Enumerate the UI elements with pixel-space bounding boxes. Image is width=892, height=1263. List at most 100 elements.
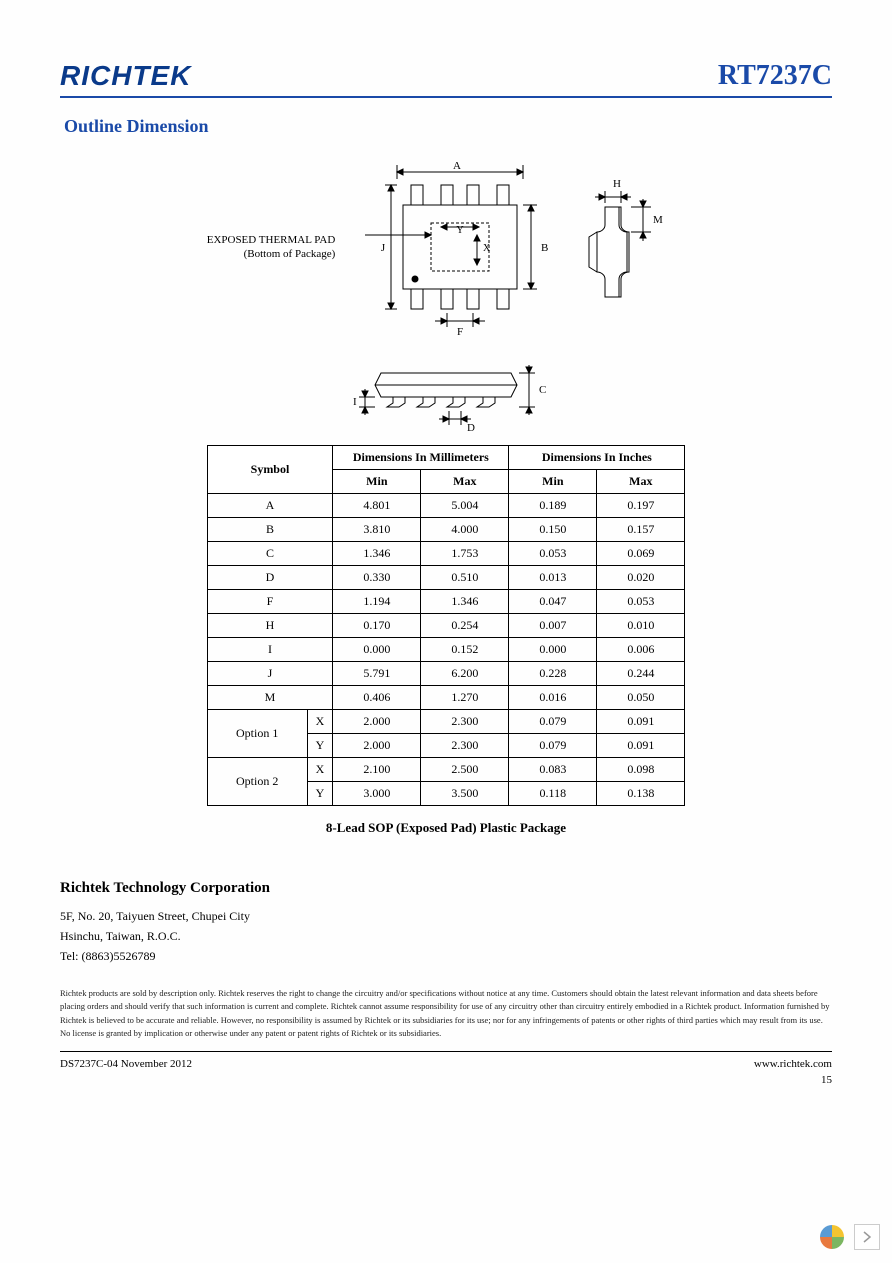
cell-in-max: 0.197 xyxy=(597,494,685,518)
dimensions-table: Symbol Dimensions In Millimeters Dimensi… xyxy=(207,445,686,806)
cell-in-min: 0.150 xyxy=(509,518,597,542)
cell-mm-max: 1.346 xyxy=(421,590,509,614)
cell-in-max: 0.138 xyxy=(597,782,685,806)
cell-in-max: 0.010 xyxy=(597,614,685,638)
cell-in-min: 0.013 xyxy=(509,566,597,590)
col-mm-min: Min xyxy=(333,470,421,494)
svg-text:H: H xyxy=(613,178,621,190)
cell-mm-max: 0.510 xyxy=(421,566,509,590)
cell-mm-max: 0.152 xyxy=(421,638,509,662)
svg-text:D: D xyxy=(467,422,475,433)
thermal-pad-label: EXPOSED THERMAL PAD (Bottom of Package) xyxy=(207,233,336,262)
cell-mm-min: 2.000 xyxy=(333,710,421,734)
svg-text:M: M xyxy=(653,214,663,226)
pad-label-line2: (Bottom of Package) xyxy=(244,248,336,260)
cell-sym: X xyxy=(307,710,333,734)
cell-in-max: 0.244 xyxy=(597,662,685,686)
svg-text:F: F xyxy=(457,326,463,337)
outline-diagram: EXPOSED THERMAL PAD (Bottom of Package) … xyxy=(60,157,832,433)
cell-in-max: 0.157 xyxy=(597,518,685,542)
cell-mm-max: 6.200 xyxy=(421,662,509,686)
pinwheel-icon xyxy=(818,1223,846,1251)
package-end-view-icon: C I D xyxy=(331,353,561,433)
corporation-block: Richtek Technology Corporation 5F, No. 2… xyxy=(60,876,832,967)
cell-mm-min: 5.791 xyxy=(333,662,421,686)
cell-in-min: 0.228 xyxy=(509,662,597,686)
cell-sym: D xyxy=(207,566,333,590)
footer-left: DS7237C-04 November 2012 xyxy=(60,1058,192,1070)
cell-mm-min: 0.170 xyxy=(333,614,421,638)
col-symbol: Symbol xyxy=(207,446,333,494)
table-row: C1.3461.7530.0530.069 xyxy=(207,542,685,566)
col-in-max: Max xyxy=(597,470,685,494)
cell-sym: H xyxy=(207,614,333,638)
cell-mm-max: 2.300 xyxy=(421,734,509,758)
cell-in-min: 0.079 xyxy=(509,734,597,758)
cell-in-min: 0.079 xyxy=(509,710,597,734)
cell-mm-min: 0.406 xyxy=(333,686,421,710)
cell-mm-max: 2.500 xyxy=(421,758,509,782)
cell-in-min: 0.053 xyxy=(509,542,597,566)
cell-sym: I xyxy=(207,638,333,662)
col-mm: Dimensions In Millimeters xyxy=(333,446,509,470)
svg-text:X: X xyxy=(483,243,491,254)
logo: RICHTEK xyxy=(60,60,191,92)
table-row: D0.3300.5100.0130.020 xyxy=(207,566,685,590)
cell-mm-max: 5.004 xyxy=(421,494,509,518)
table-header-row: Symbol Dimensions In Millimeters Dimensi… xyxy=(207,446,685,470)
cell-mm-max: 2.300 xyxy=(421,710,509,734)
cell-in-max: 0.050 xyxy=(597,686,685,710)
corp-tel: Tel: (8863)5526789 xyxy=(60,946,832,966)
cell-sym: C xyxy=(207,542,333,566)
cell-in-max: 0.069 xyxy=(597,542,685,566)
cell-in-min: 0.189 xyxy=(509,494,597,518)
col-in: Dimensions In Inches xyxy=(509,446,685,470)
cell-in-max: 0.098 xyxy=(597,758,685,782)
corp-name: Richtek Technology Corporation xyxy=(60,876,832,902)
cell-mm-min: 1.194 xyxy=(333,590,421,614)
table-row: A4.8015.0040.1890.197 xyxy=(207,494,685,518)
cell-option-label: Option 2 xyxy=(207,758,307,806)
package-top-view-icon: A Y xyxy=(365,157,555,337)
cell-sym: M xyxy=(207,686,333,710)
cell-in-min: 0.016 xyxy=(509,686,597,710)
cell-sym: B xyxy=(207,518,333,542)
col-in-min: Min xyxy=(509,470,597,494)
svg-text:I: I xyxy=(353,396,357,408)
chevron-right-icon xyxy=(863,1231,871,1243)
cell-mm-min: 4.801 xyxy=(333,494,421,518)
table-row: Option 1X2.0002.3000.0790.091 xyxy=(207,710,685,734)
footer-right: www.richtek.com xyxy=(754,1058,832,1070)
table-row: M0.4061.2700.0160.050 xyxy=(207,686,685,710)
cell-in-min: 0.007 xyxy=(509,614,597,638)
cell-sym: A xyxy=(207,494,333,518)
corner-nav xyxy=(818,1223,880,1251)
pad-label-line1: EXPOSED THERMAL PAD xyxy=(207,234,336,246)
disclaimer-text: Richtek products are sold by description… xyxy=(60,987,832,1052)
svg-text:C: C xyxy=(539,384,546,396)
cell-mm-max: 3.500 xyxy=(421,782,509,806)
cell-mm-max: 0.254 xyxy=(421,614,509,638)
table-row: F1.1941.3460.0470.053 xyxy=(207,590,685,614)
next-page-button[interactable] xyxy=(854,1224,880,1250)
cell-in-max: 0.053 xyxy=(597,590,685,614)
cell-mm-min: 2.100 xyxy=(333,758,421,782)
col-mm-max: Max xyxy=(421,470,509,494)
cell-mm-min: 3.000 xyxy=(333,782,421,806)
table-row: H0.1700.2540.0070.010 xyxy=(207,614,685,638)
cell-in-min: 0.047 xyxy=(509,590,597,614)
cell-mm-max: 1.753 xyxy=(421,542,509,566)
cell-in-max: 0.091 xyxy=(597,710,685,734)
part-number: RT7237C xyxy=(718,60,832,92)
cell-option-label: Option 1 xyxy=(207,710,307,758)
cell-sym: J xyxy=(207,662,333,686)
table-row: I0.0000.1520.0000.006 xyxy=(207,638,685,662)
cell-sym: F xyxy=(207,590,333,614)
corp-addr2: Hsinchu, Taiwan, R.O.C. xyxy=(60,926,832,946)
cell-in-min: 0.083 xyxy=(509,758,597,782)
cell-mm-min: 3.810 xyxy=(333,518,421,542)
cell-in-max: 0.006 xyxy=(597,638,685,662)
cell-mm-max: 4.000 xyxy=(421,518,509,542)
corp-addr1: 5F, No. 20, Taiyuen Street, Chupei City xyxy=(60,906,832,926)
cell-mm-min: 0.000 xyxy=(333,638,421,662)
